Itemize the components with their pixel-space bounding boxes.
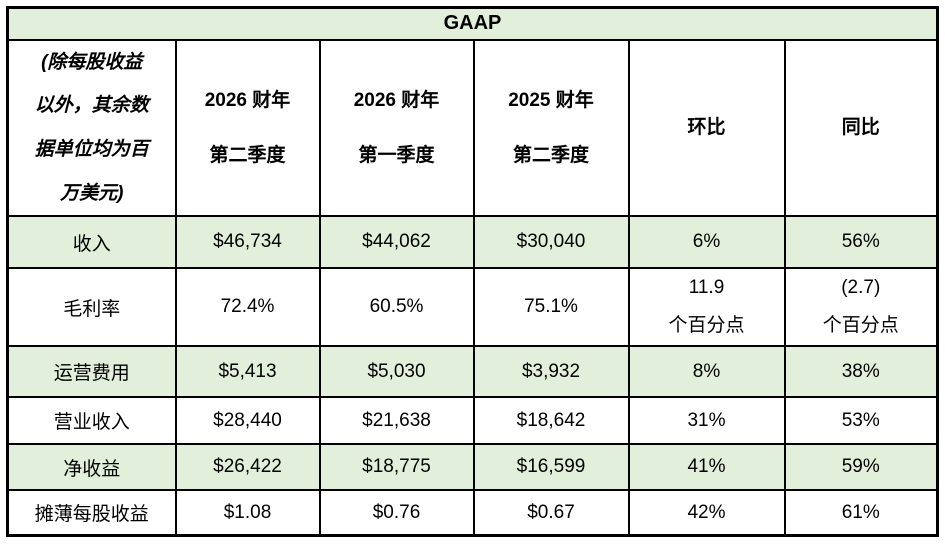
table-row-net-income: 净收益 $26,422 $18,775 $16,599 41% 59% — [6, 443, 939, 492]
table-row-operating-expenses: 运营费用 $5,413 $5,030 $3,932 8% 38% — [6, 345, 939, 399]
cell-value: $46,734 — [174, 215, 321, 270]
row-label: 收入 — [6, 215, 177, 270]
table-row-gross-margin: 毛利率 72.4% 60.5% 75.1% 11.9 个百分点 (2.7) 个百… — [6, 267, 939, 348]
column-header-q2-fy2026: 2026 财年 第二季度 — [174, 38, 321, 218]
table-title: GAAP — [6, 6, 939, 41]
column-header-q1-fy2026: 2026 财年 第一季度 — [318, 38, 475, 218]
cell-value: 61% — [783, 489, 939, 537]
gaap-financial-table: GAAP (除每股收益 以外，其余数 据单位均为百 万美元) 2026 财年 第… — [6, 6, 940, 537]
cell-value: 42% — [627, 489, 786, 537]
cell-value: $3,932 — [472, 345, 630, 399]
row-label: 营业收入 — [6, 396, 177, 446]
cell-value: 75.1% — [472, 267, 630, 348]
column-header-q2-fy2025: 2025 财年 第二季度 — [472, 38, 630, 218]
cell-value: 8% — [627, 345, 786, 399]
cell-value: $18,642 — [472, 396, 630, 446]
cell-value: 38% — [783, 345, 939, 399]
cell-value: $44,062 — [318, 215, 475, 270]
row-label: 运营费用 — [6, 345, 177, 399]
cell-value: 59% — [783, 443, 939, 492]
gaap-table: GAAP (除每股收益 以外，其余数 据单位均为百 万美元) 2026 财年 第… — [6, 6, 940, 537]
cell-value: 53% — [783, 396, 939, 446]
cell-value: 11.9 个百分点 — [627, 267, 786, 348]
table-title-row: GAAP — [6, 6, 939, 41]
cell-value: $16,599 — [472, 443, 630, 492]
cell-value: 6% — [627, 215, 786, 270]
cell-value: $1.08 — [174, 489, 321, 537]
unit-note: (除每股收益 以外，其余数 据单位均为百 万美元) — [6, 38, 177, 218]
row-label: 净收益 — [6, 443, 177, 492]
column-header-yoy: 同比 — [783, 38, 939, 218]
table-row-revenue: 收入 $46,734 $44,062 $30,040 6% 56% — [6, 215, 939, 270]
cell-value: $18,775 — [318, 443, 475, 492]
cell-value: $5,030 — [318, 345, 475, 399]
cell-value: 56% — [783, 215, 939, 270]
column-header-qoq: 环比 — [627, 38, 786, 218]
cell-value: $0.76 — [318, 489, 475, 537]
cell-value: $28,440 — [174, 396, 321, 446]
table-row-operating-income: 营业收入 $28,440 $21,638 $18,642 31% 53% — [6, 396, 939, 446]
cell-value: 41% — [627, 443, 786, 492]
cell-value: $30,040 — [472, 215, 630, 270]
cell-value: $26,422 — [174, 443, 321, 492]
row-label: 毛利率 — [6, 267, 177, 348]
table-header-row: (除每股收益 以外，其余数 据单位均为百 万美元) 2026 财年 第二季度 2… — [6, 38, 939, 218]
cell-value: 31% — [627, 396, 786, 446]
cell-value: $21,638 — [318, 396, 475, 446]
row-label: 摊薄每股收益 — [6, 489, 177, 537]
table-row-diluted-eps: 摊薄每股收益 $1.08 $0.76 $0.67 42% 61% — [6, 489, 939, 537]
cell-value: $5,413 — [174, 345, 321, 399]
cell-value: 60.5% — [318, 267, 475, 348]
cell-value: 72.4% — [174, 267, 321, 348]
cell-value: (2.7) 个百分点 — [783, 267, 939, 348]
cell-value: $0.67 — [472, 489, 630, 537]
